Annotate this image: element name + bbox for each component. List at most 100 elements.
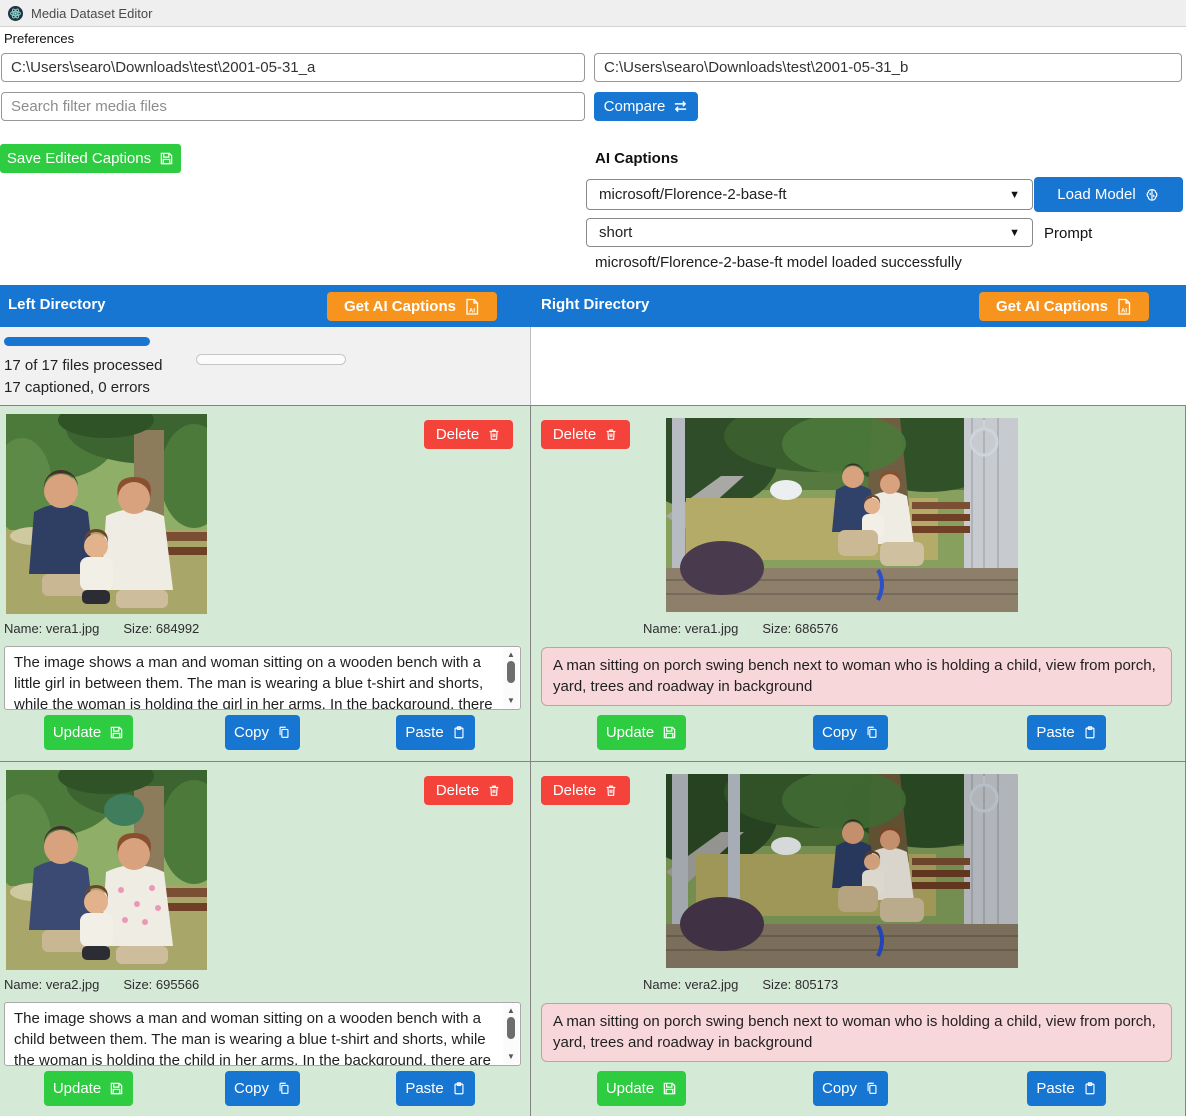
- save-floppy-icon: [110, 726, 123, 739]
- delete-button[interactable]: Delete: [541, 776, 630, 805]
- ai-document-icon: AI: [1118, 298, 1131, 315]
- ai-caption-box: A man sitting on porch swing bench next …: [541, 647, 1172, 706]
- update-button[interactable]: Update: [597, 715, 686, 750]
- paste-button[interactable]: Paste: [1027, 715, 1106, 750]
- load-model-button[interactable]: Load Model: [1034, 177, 1183, 212]
- file-meta: Name: vera2.jpg Size: 695566: [4, 977, 199, 992]
- title-bar: Media Dataset Editor: [0, 0, 1186, 27]
- textarea-scrollbar[interactable]: ▲ ▼: [503, 1004, 519, 1064]
- paste-clipboard-icon: [1085, 726, 1095, 739]
- porch-photo: [666, 774, 1018, 968]
- photo-thumbnail: [6, 770, 207, 970]
- trash-icon: [489, 785, 499, 796]
- captioned-errors-text: 17 captioned, 0 errors: [4, 379, 150, 396]
- scroll-down-icon[interactable]: ▼: [507, 696, 515, 705]
- save-floppy-icon: [663, 1082, 676, 1095]
- prompt-label: Prompt: [1044, 225, 1093, 242]
- copy-icon: [279, 726, 289, 738]
- paste-button[interactable]: Paste: [1027, 1071, 1106, 1106]
- save-floppy-icon: [110, 1082, 123, 1095]
- textarea-scrollbar[interactable]: ▲ ▼: [503, 648, 519, 708]
- family-portrait-photo: [6, 414, 207, 614]
- right-directory-path-input[interactable]: [594, 53, 1182, 82]
- save-edited-captions-button[interactable]: Save Edited Captions: [0, 144, 181, 173]
- file-meta: Name: vera2.jpg Size: 805173: [643, 977, 838, 992]
- brain-icon: [1146, 188, 1158, 201]
- right-directory-title: Right Directory: [541, 296, 650, 313]
- media-card-right-vera1: Delete: [531, 406, 1186, 762]
- file-name: Name: vera1.jpg: [643, 621, 739, 636]
- model-select[interactable]: microsoft/Florence-2-base-ft ▼: [586, 179, 1033, 210]
- copy-button[interactable]: Copy: [813, 1071, 888, 1106]
- chevron-down-icon: ▼: [1009, 188, 1020, 201]
- ai-captions-heading: AI Captions: [595, 150, 679, 167]
- paste-button[interactable]: Paste: [396, 715, 475, 750]
- svg-text:AI: AI: [469, 308, 475, 314]
- family-portrait-photo: [6, 770, 207, 970]
- progress-bar-empty: [196, 354, 346, 365]
- copy-icon: [279, 1082, 289, 1094]
- left-directory-path-input[interactable]: [1, 53, 585, 82]
- update-button[interactable]: Update: [44, 1071, 133, 1106]
- copy-icon: [867, 1082, 877, 1094]
- paste-clipboard-icon: [454, 726, 464, 739]
- copy-button[interactable]: Copy: [225, 715, 300, 750]
- update-button[interactable]: Update: [597, 1071, 686, 1106]
- save-floppy-icon: [160, 152, 173, 165]
- progress-bar-filled: [4, 337, 150, 346]
- photo-thumbnail: [666, 418, 1018, 612]
- ai-document-icon: AI: [466, 298, 479, 315]
- scroll-up-icon[interactable]: ▲: [507, 650, 515, 659]
- chevron-down-icon: ▼: [1009, 226, 1020, 239]
- scrollbar-thumb[interactable]: [507, 661, 515, 683]
- app-logo-icon: [8, 5, 23, 21]
- svg-text:AI: AI: [1121, 308, 1127, 314]
- get-ai-captions-left-button[interactable]: Get AI Captions AI: [327, 292, 497, 321]
- trash-icon: [489, 429, 499, 440]
- file-size: Size: 686576: [762, 621, 839, 636]
- delete-button[interactable]: Delete: [424, 776, 513, 805]
- caption-editor: The image shows a man and woman sitting …: [4, 646, 521, 710]
- file-meta: Name: vera1.jpg Size: 684992: [4, 621, 199, 636]
- prompt-select[interactable]: short ▼: [586, 218, 1033, 247]
- caption-textarea[interactable]: The image shows a man and woman sitting …: [5, 647, 503, 709]
- media-card-right-vera2: Delete: [531, 762, 1186, 1116]
- left-directory-title: Left Directory: [8, 296, 106, 313]
- photo-thumbnail: [666, 774, 1018, 968]
- update-button[interactable]: Update: [44, 715, 133, 750]
- scroll-down-icon[interactable]: ▼: [507, 1052, 515, 1061]
- delete-button[interactable]: Delete: [541, 420, 630, 449]
- caption-textarea[interactable]: The image shows a man and woman sitting …: [5, 1003, 503, 1065]
- scroll-up-icon[interactable]: ▲: [507, 1006, 515, 1015]
- file-name: Name: vera1.jpg: [4, 621, 100, 636]
- search-filter-input[interactable]: [1, 92, 585, 121]
- file-name: Name: vera2.jpg: [4, 977, 100, 992]
- file-size: Size: 684992: [123, 621, 200, 636]
- paste-clipboard-icon: [454, 1082, 464, 1095]
- menu-preferences[interactable]: Preferences: [4, 31, 75, 46]
- model-status-text: microsoft/Florence-2-base-ft model loade…: [595, 254, 962, 271]
- paste-button[interactable]: Paste: [396, 1071, 475, 1106]
- compare-button[interactable]: Compare: [594, 92, 698, 121]
- file-name: Name: vera2.jpg: [643, 977, 739, 992]
- file-size: Size: 805173: [762, 977, 839, 992]
- delete-button[interactable]: Delete: [424, 420, 513, 449]
- get-ai-captions-right-button[interactable]: Get AI Captions AI: [979, 292, 1149, 321]
- copy-button[interactable]: Copy: [225, 1071, 300, 1106]
- paste-clipboard-icon: [1085, 1082, 1095, 1095]
- media-card-left-vera1: Delete Name: vera1.jpg Size: 684992 The …: [0, 406, 531, 762]
- file-size: Size: 695566: [123, 977, 200, 992]
- scrollbar-thumb[interactable]: [507, 1017, 515, 1039]
- compare-arrows-icon: [675, 101, 687, 112]
- window-title: Media Dataset Editor: [31, 5, 153, 21]
- left-progress-panel: 17 of 17 files processed 17 captioned, 0…: [0, 327, 531, 405]
- media-cards-grid: Delete Name: vera1.jpg Size: 684992 The …: [0, 405, 1186, 1116]
- file-meta: Name: vera1.jpg Size: 686576: [643, 621, 838, 636]
- caption-editor: The image shows a man and woman sitting …: [4, 1002, 521, 1066]
- copy-icon: [867, 726, 877, 738]
- save-floppy-icon: [663, 726, 676, 739]
- photo-thumbnail: [6, 414, 207, 614]
- copy-button[interactable]: Copy: [813, 715, 888, 750]
- trash-icon: [606, 429, 616, 440]
